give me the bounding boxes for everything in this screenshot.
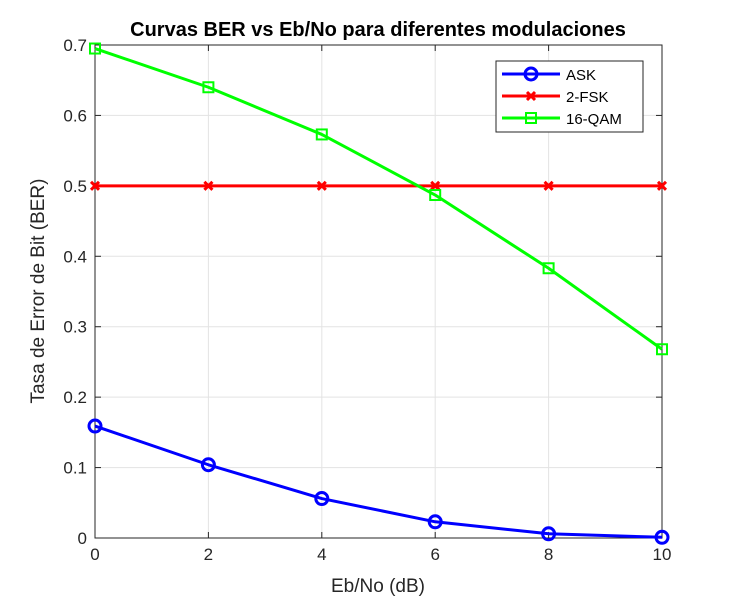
- data-point-ask: [200, 457, 216, 473]
- chart-title: Curvas BER vs Eb/No para diferentes modu…: [130, 19, 626, 41]
- data-point-ask: [427, 514, 443, 530]
- series-line-16-qam: [94, 47, 663, 351]
- data-point-2-fsk: [656, 180, 668, 191]
- data-point-2-fsk: [89, 180, 101, 191]
- data-point-2-fsk: [430, 180, 441, 191]
- x-tick-label: 10: [653, 545, 672, 564]
- data-point-2-fsk: [543, 180, 554, 191]
- series-line-ask: [94, 424, 663, 539]
- y-tick-label: 0.6: [63, 106, 87, 125]
- data-point-ask: [654, 529, 670, 545]
- x-tick-label: 6: [430, 545, 439, 564]
- legend-marker-ask: [523, 66, 539, 82]
- y-tick-label: 0.7: [63, 36, 87, 55]
- series-group: [87, 42, 670, 545]
- legend-label-2-fsk: 2-FSK: [566, 89, 609, 106]
- data-point-ask: [541, 526, 557, 542]
- data-point-16-qam: [542, 262, 555, 275]
- data-point-2-fsk: [316, 180, 327, 191]
- y-tick-label: 0.2: [63, 388, 87, 407]
- legend: ASK 2-FSK 16-QAM: [495, 60, 644, 133]
- axis-ticks: 0 2 4 6 8 10 0 0.1 0.2 0.3 0.4 0.5 0.6 0.7: [63, 36, 671, 564]
- data-point-ask: [87, 418, 103, 434]
- data-point-16-qam: [656, 343, 668, 356]
- legend-marker-2-fsk: [525, 90, 537, 102]
- x-tick-label: 0: [90, 545, 99, 564]
- data-point-ask: [314, 491, 330, 507]
- x-axis-label: Eb/No (dB): [331, 576, 425, 597]
- data-point-2-fsk: [203, 180, 214, 191]
- data-point-16-qam: [202, 81, 215, 94]
- plot-frame: [94, 44, 663, 539]
- data-point-16-qam: [89, 42, 101, 55]
- y-axis-label: Tasa de Error de Bit (BER): [28, 179, 49, 404]
- y-tick-label: 0.3: [63, 318, 87, 337]
- data-point-16-qam: [315, 128, 328, 141]
- data-point-16-qam: [429, 189, 442, 202]
- y-tick-label: 0.4: [63, 247, 87, 266]
- x-tick-label: 4: [317, 545, 326, 564]
- legend-label-16-qam: 16-QAM: [566, 111, 622, 128]
- y-tick-label: 0.1: [63, 459, 87, 478]
- legend-marker-16-qam: [525, 112, 537, 124]
- x-tick-label: 8: [544, 545, 553, 564]
- x-tick-label: 2: [204, 545, 213, 564]
- y-tick-label: 0: [78, 529, 87, 548]
- y-tick-label: 0.5: [63, 177, 87, 196]
- legend-label-ask: ASK: [566, 67, 596, 84]
